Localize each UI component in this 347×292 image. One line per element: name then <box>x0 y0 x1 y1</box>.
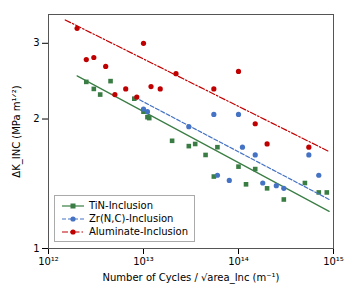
svg-text:3: 3 <box>33 37 39 48</box>
html-text:Zr(N,C)-Inclusion: Zr(N,C)-Inclusion <box>89 213 174 224</box>
svg-text:10¹²: 10¹² <box>38 256 59 267</box>
html-text:Aluminate-Inclusion: Aluminate-Inclusion <box>89 226 188 237</box>
svg-text:1: 1 <box>33 243 39 254</box>
svg-text:ΔK_INC (MPa m¹ᐟ²): ΔK_INC (MPa m¹ᐟ²) <box>11 85 23 177</box>
svg-text:10¹⁵: 10¹⁵ <box>323 256 344 267</box>
svg-text:2: 2 <box>33 113 39 124</box>
svg-text:Number of Cycles / √area_Inc (: Number of Cycles / √area_Inc (m⁻¹) <box>103 272 280 284</box>
svg-text:10¹³: 10¹³ <box>133 256 154 267</box>
svg-text:10¹⁴: 10¹⁴ <box>228 256 249 267</box>
html-text:TiN-Inclusion: TiN-Inclusion <box>89 200 153 211</box>
